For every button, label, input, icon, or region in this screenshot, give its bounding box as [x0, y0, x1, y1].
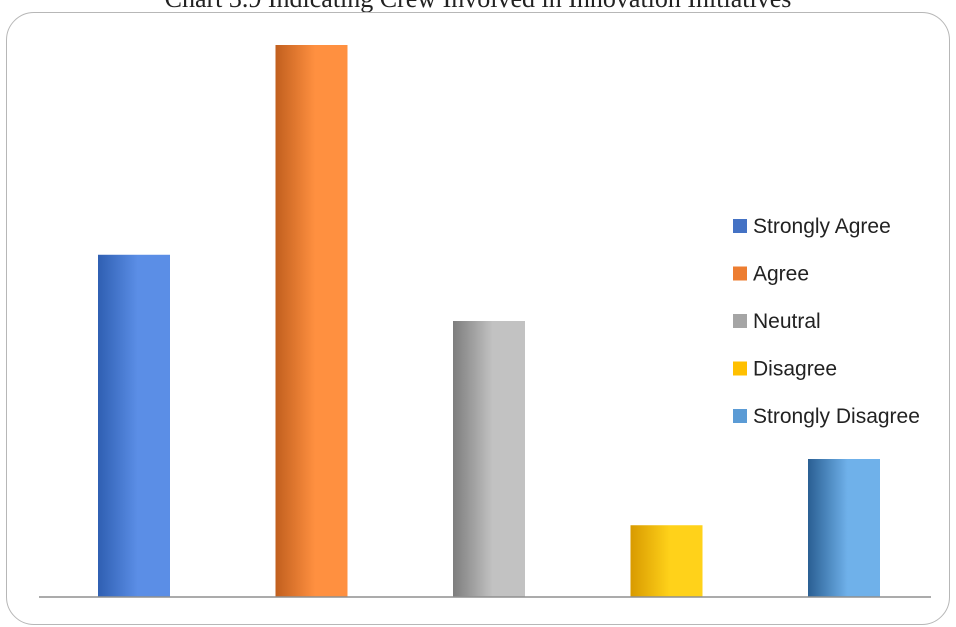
legend-swatch-strongly-agree [733, 219, 747, 233]
chart-title: Chart 3.9 Indicating Crew Involved in In… [0, 0, 956, 14]
legend-swatch-neutral [733, 314, 747, 328]
bar-strongly-disagree [808, 459, 880, 597]
legend-label-agree: Agree [753, 263, 809, 286]
legend-swatch-disagree [733, 361, 747, 376]
legend-label-disagree: Disagree [753, 358, 837, 381]
legend-label-neutral: Neutral [753, 310, 821, 333]
legend-label-strongly-agree: Strongly Agree [753, 215, 891, 238]
bar-agree [275, 45, 348, 597]
bar-strongly-agree [98, 254, 170, 597]
legend: Strongly Agree Agree Neutral Disagree Strong… [733, 215, 920, 428]
bar-disagree [630, 525, 703, 597]
bar-neutral [453, 321, 525, 597]
legend-swatch-agree [733, 266, 747, 281]
legend-swatch-strongly-disagree [733, 409, 747, 423]
legend-label-strongly-disagree: Strongly Disagree [753, 405, 920, 428]
